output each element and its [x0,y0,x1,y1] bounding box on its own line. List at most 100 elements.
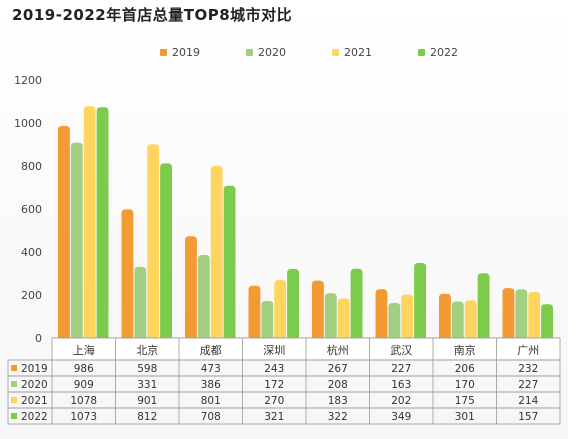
y-tick-label: 200 [21,289,42,302]
table-cell: 202 [391,395,411,407]
bar-2022-4 [350,268,363,338]
table-cell: 172 [264,379,284,391]
y-tick-label: 1000 [14,117,42,130]
category-label: 南京 [454,343,476,357]
table-cell: 232 [518,363,538,375]
table-cell: 301 [455,411,475,423]
table-cell: 227 [518,379,538,391]
bar-2021-3 [274,279,287,338]
bar-2022-1 [160,163,172,338]
bar-2022-6 [477,273,490,338]
y-tick-label: 0 [35,332,42,345]
table-cell: 206 [455,363,475,375]
table-cell: 473 [201,363,221,375]
y-tick-label: 1200 [14,74,42,87]
table-cell: 386 [201,379,221,391]
legend-label: 2020 [258,46,286,59]
table-cell: 175 [455,395,475,407]
table-cell: 270 [264,395,284,407]
category-label: 广州 [517,344,539,357]
category-label: 北京 [136,343,158,357]
bar-2019-5 [375,289,388,338]
legend-item-2021: 2021 [332,46,372,59]
bar-2022-2 [223,185,236,338]
table-cell: 208 [328,379,348,391]
category-label: 杭州 [327,343,349,357]
table-cell: 708 [201,411,221,423]
category-label: 上海 [73,343,95,357]
table-cell: 812 [137,411,157,423]
table-cell: 267 [328,363,348,375]
bar-2022-7 [541,304,553,338]
legend-swatch [332,49,339,56]
bar-2019-4 [312,280,324,338]
table-cell: 598 [137,363,157,375]
table-row-label: 2020 [21,379,48,391]
bar-2020-3 [261,301,274,338]
bar-2021-0 [83,106,96,338]
table-cell: 349 [391,411,411,423]
table-cell: 986 [74,363,94,375]
bar-2020-5 [388,302,401,338]
table-row-label: 2022 [21,411,48,423]
bar-2019-2 [185,236,197,338]
category-label: 深圳 [263,344,285,357]
bar-2021-1 [147,144,160,338]
table-row-swatch [11,413,17,419]
table-cell: 801 [201,395,221,407]
category-label: 武汉 [390,344,412,357]
bar-2019-3 [248,285,261,338]
table-row-label: 2019 [21,363,48,375]
y-tick-label: 800 [21,160,42,173]
table-cell: 1073 [70,411,97,423]
y-tick-label: 400 [21,246,42,259]
bar-2019-1 [121,209,134,338]
table-cell: 183 [328,395,348,407]
table-cell: 157 [518,411,538,423]
bar-2022-3 [287,268,299,338]
bar-2021-7 [528,291,541,338]
table-cell: 163 [391,379,411,391]
legend-label: 2022 [430,46,458,59]
bar-2021-5 [401,294,414,338]
y-tick-label: 600 [21,203,42,216]
bar-2022-0 [96,107,109,339]
table-cell: 1078 [70,395,97,407]
table-cell: 214 [518,395,538,407]
legend-item-2020: 2020 [246,46,286,59]
table-row-swatch [11,397,17,403]
legend-swatch [160,49,167,56]
bar-2019-7 [502,288,515,338]
category-label: 成都 [200,344,222,357]
legend-item-2022: 2022 [418,46,458,59]
table-cell: 322 [328,411,348,423]
table-cell: 331 [137,379,157,391]
table-row-label: 2021 [21,395,48,407]
table-row-swatch [11,381,17,387]
table-cell: 243 [264,363,284,375]
table-cell: 227 [391,363,411,375]
legend-item-2019: 2019 [160,46,200,59]
bar-2020-7 [515,289,528,338]
legend: 2019 2020 2021 2022 [0,46,568,66]
legend-label: 2019 [172,46,200,59]
bar-2020-0 [70,142,83,338]
table-cell: 321 [264,411,284,423]
bar-2022-5 [414,262,426,338]
bar-2021-6 [464,300,477,338]
table-row-swatch [11,365,17,371]
table-cell: 901 [137,395,157,407]
bar-2020-6 [451,301,464,338]
table-row [7,407,561,425]
bar-2019-0 [58,126,70,338]
table-cell: 909 [74,379,94,391]
bar-2020-2 [197,255,210,338]
bar-2019-6 [439,293,451,338]
legend-swatch [418,49,425,56]
legend-swatch [246,49,253,56]
table-cell: 170 [455,379,475,391]
legend-label: 2021 [344,46,372,59]
bar-2021-2 [210,165,223,338]
